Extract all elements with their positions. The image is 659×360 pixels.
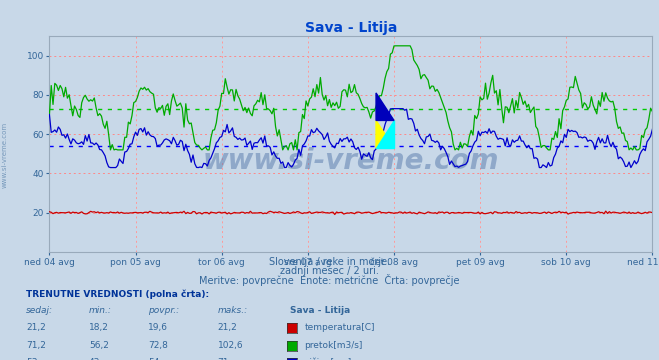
Text: zadnji mesec / 2 uri.: zadnji mesec / 2 uri.: [280, 266, 379, 276]
Polygon shape: [376, 121, 394, 148]
Text: 18,2: 18,2: [89, 324, 109, 333]
Text: 71: 71: [217, 358, 229, 360]
Text: sedaj:: sedaj:: [26, 306, 53, 315]
Text: maks.:: maks.:: [217, 306, 248, 315]
Text: 53: 53: [26, 358, 38, 360]
Polygon shape: [376, 121, 394, 148]
Text: Sava - Litija: Sava - Litija: [290, 306, 350, 315]
Text: 21,2: 21,2: [217, 324, 237, 333]
Text: 72,8: 72,8: [148, 341, 168, 350]
Text: 21,2: 21,2: [26, 324, 46, 333]
Text: Meritve: povprečne  Enote: metrične  Črta: povprečje: Meritve: povprečne Enote: metrične Črta:…: [199, 274, 460, 286]
Text: 56,2: 56,2: [89, 341, 109, 350]
Text: 54: 54: [148, 358, 159, 360]
Polygon shape: [376, 93, 394, 121]
Text: 19,6: 19,6: [148, 324, 168, 333]
Text: Slovenija / reke in morje.: Slovenija / reke in morje.: [269, 257, 390, 267]
Text: min.:: min.:: [89, 306, 112, 315]
Text: www.si-vreme.com: www.si-vreme.com: [2, 122, 8, 188]
Text: povpr.:: povpr.:: [148, 306, 179, 315]
Title: Sava - Litija: Sava - Litija: [304, 21, 397, 35]
Text: temperatura[C]: temperatura[C]: [304, 324, 375, 333]
Text: višina[cm]: višina[cm]: [304, 358, 352, 360]
Text: TRENUTNE VREDNOSTI (polna črta):: TRENUTNE VREDNOSTI (polna črta):: [26, 289, 210, 299]
Text: pretok[m3/s]: pretok[m3/s]: [304, 341, 363, 350]
Text: 102,6: 102,6: [217, 341, 243, 350]
Text: 71,2: 71,2: [26, 341, 46, 350]
Text: www.si-vreme.com: www.si-vreme.com: [203, 147, 499, 175]
Text: 43: 43: [89, 358, 100, 360]
